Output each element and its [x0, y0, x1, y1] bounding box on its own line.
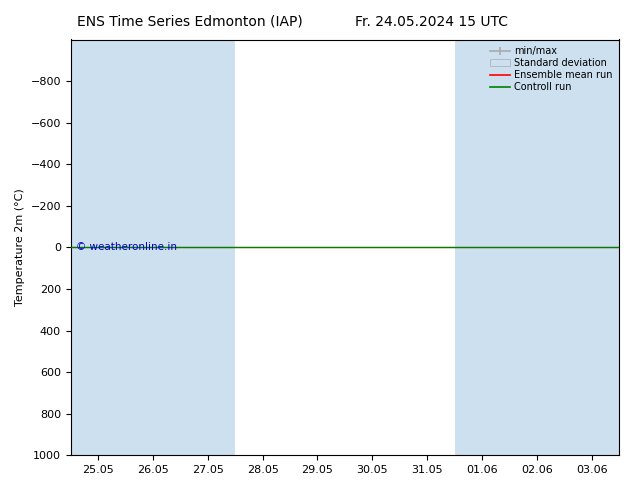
- Bar: [509, 40, 564, 455]
- Bar: [126, 40, 181, 455]
- Text: ENS Time Series Edmonton (IAP): ENS Time Series Edmonton (IAP): [77, 15, 303, 29]
- Text: © weatheronline.in: © weatheronline.in: [76, 243, 178, 252]
- Bar: [455, 40, 509, 455]
- Legend: min/max, Standard deviation, Ensemble mean run, Controll run: min/max, Standard deviation, Ensemble me…: [488, 45, 614, 94]
- Text: Fr. 24.05.2024 15 UTC: Fr. 24.05.2024 15 UTC: [354, 15, 508, 29]
- Bar: [564, 40, 619, 455]
- Bar: [181, 40, 235, 455]
- Bar: [71, 40, 126, 455]
- Y-axis label: Temperature 2m (°C): Temperature 2m (°C): [15, 189, 25, 306]
